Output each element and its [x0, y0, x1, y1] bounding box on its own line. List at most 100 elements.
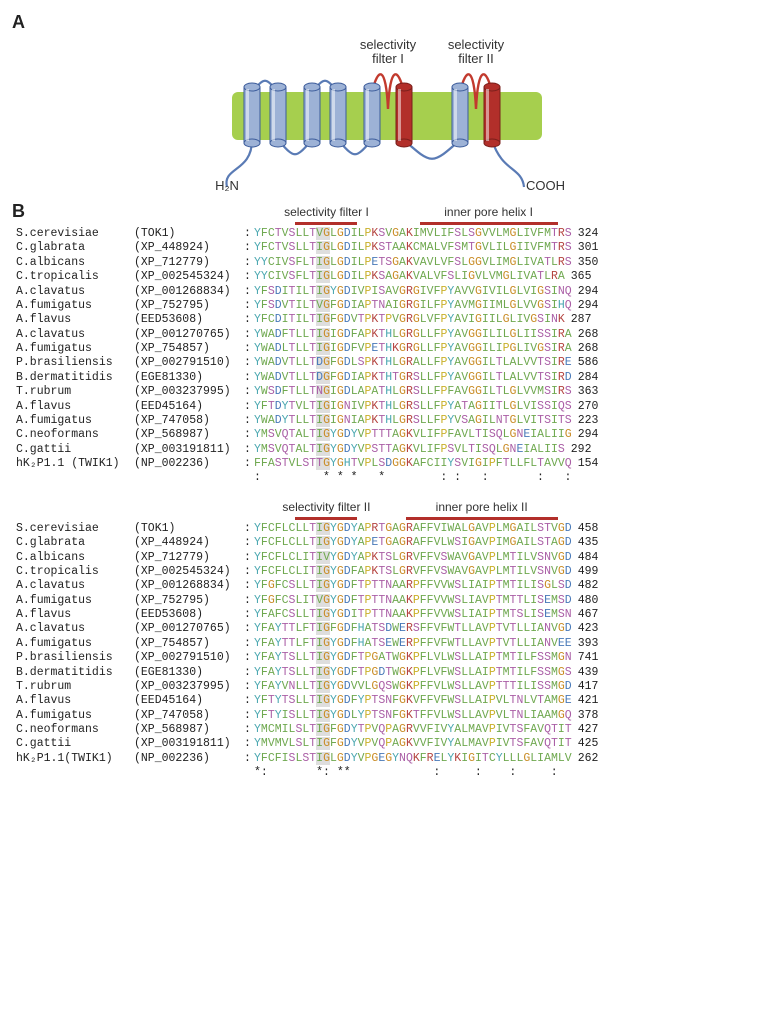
alignment-row: hK₂P1.1 (TWIK1)(NP_002236):FFASTVLSTTGYG… [16, 457, 752, 471]
species-name: P.brasiliensis [16, 651, 134, 665]
region-bar [406, 517, 558, 520]
sequence: YWSDFTLLTNGIGDLAPATHLGRSLLFPFAVGGILTLGLV… [252, 385, 572, 399]
sequence: YFAYTTLFTIGFGDFHATSDWERSFFVFWTLLAVPTVTLL… [252, 622, 572, 636]
accession: (XP_003191811) [134, 737, 244, 751]
species-name: A.flavus [16, 400, 134, 414]
position: 223 [572, 414, 599, 428]
position: 484 [572, 551, 599, 565]
alignment-row: C.tropicalis(XP_002545324):YYCIVSFLTIGLG… [16, 270, 752, 284]
accession: (XP_002545324) [134, 270, 244, 284]
accession: (XP_752795) [134, 594, 244, 608]
alignment-row: S.cerevisiae(TOK1):YFCTVSLLTVGLGDILPKSVG… [16, 227, 752, 241]
alignment-row: A.clavatus(XP_001270765):YFAYTTLFTIGFGDF… [16, 622, 752, 636]
position: 586 [572, 356, 599, 370]
position: 480 [572, 594, 599, 608]
species-name: S.cerevisiae [16, 227, 134, 241]
accession: (XP_002791510) [134, 356, 244, 370]
position: 482 [572, 579, 599, 593]
sequence: YFAYTTLFTIGYGDFHATSEWERPFFVFWTLLAVPTVTLL… [252, 637, 572, 651]
region-bar [295, 222, 357, 225]
alignment-row: T.rubrum(XP_003237995):YFAYVNLLTIGYGDVVL… [16, 680, 752, 694]
position: 270 [572, 400, 599, 414]
position: 287 [565, 313, 592, 327]
alignment-row: A.fumigatus(XP_754857):YFAYTTLFTIGYGDFHA… [16, 637, 752, 651]
sequence: YFGFCSLLTIGYGDFTPTTNAARPFFVVWSLIAIPTMTIL… [252, 579, 572, 593]
species-name: A.clavatus [16, 579, 134, 593]
sequence: YFTYTSLLTIGYGDFYPTSNFGKVFFVFWSLLAIPVLTNL… [252, 694, 572, 708]
species-name: C.glabrata [16, 241, 134, 255]
alignment-row: A.flavus(EED53608):YFCDITILTIGFGDVTPKTPV… [16, 313, 752, 327]
region-bar [295, 517, 357, 520]
sequence: YWADYTLLTIGIGNIAPKTHLGRSLLFPYVSAGILNTGLV… [252, 414, 572, 428]
position: 427 [572, 723, 599, 737]
sequence: YFSDVTILTVGFGDIAPTNAIGRGILFPYAVMGIIMLGLV… [252, 299, 572, 313]
alignment-row: C.albicans(XP_712779):YYCIVSFLTIGLGDILPE… [16, 256, 752, 270]
species-name: B.dermatitidis [16, 666, 134, 680]
species-name: A.fumigatus [16, 342, 134, 356]
accession: (XP_448924) [134, 241, 244, 255]
alignment-row: A.fumigatus(XP_754857):YWADLTLLTIGIGDFVP… [16, 342, 752, 356]
conservation-row: xxx*: *: ** : : : : [16, 766, 752, 780]
alignment-row: P.brasiliensis(XP_002791510):YFAYTSLLTIG… [16, 651, 752, 665]
accession: (XP_568987) [134, 723, 244, 737]
accession: (EED53608) [134, 608, 244, 622]
region-bar [420, 222, 558, 225]
position: 363 [572, 385, 599, 399]
alignment-row: C.gattii(XP_003191811):YMSVQTALTIGYGDYVP… [16, 443, 752, 457]
species-name: A.fumigatus [16, 299, 134, 313]
alignment-row: B.dermatitidis(EGE81330):YFAYTSLLTIGYGDF… [16, 666, 752, 680]
alignment-row: C.neoformans(XP_568987):YMCMILSLTIGFGDYT… [16, 723, 752, 737]
sequence: YWADVTLLTDGFGDLSPKTHLGRALLFPYAVGGILTLALV… [252, 356, 572, 370]
svg-text:selectivity: selectivity [448, 37, 505, 52]
position: 268 [572, 328, 599, 342]
sequence: YMCMILSLTIGFGDYTPVQPAGRVVFIVYALMAVPIVTSF… [252, 723, 572, 737]
position: 365 [565, 270, 592, 284]
position: 294 [572, 428, 599, 442]
accession: (XP_002791510) [134, 651, 244, 665]
sequence: YFAFCSLLTIGYGDITPTTNAAKPFFVVWSLIAIPTMTSL… [252, 608, 572, 622]
alignment-row: T.rubrum(XP_003237995):YWSDFTLLTNGIGDLAP… [16, 385, 752, 399]
accession: (XP_002545324) [134, 565, 244, 579]
position: 467 [572, 608, 599, 622]
accession: (TOK1) [134, 227, 244, 241]
alignment-panel: selectivity filter Iinner pore helix IS.… [12, 205, 752, 781]
alignment-row: P.brasiliensis(XP_002791510):YWADVTLLTDG… [16, 356, 752, 370]
species-name: A.fumigatus [16, 414, 134, 428]
panel-a-diagram: selectivityfilter Iselectivityfilter IIH… [12, 37, 752, 195]
position: 378 [572, 709, 599, 723]
alignment-row: A.fumigatus(XP_747058):YFTYISLLTIGYGDLYP… [16, 709, 752, 723]
accession: (XP_001270765) [134, 622, 244, 636]
species-name: B.dermatitidis [16, 371, 134, 385]
alignment-row: C.glabrata(XP_448924):YFCTVSLLTIGLGDILPK… [16, 241, 752, 255]
alignment-row: A.clavatus(XP_001270765):YWADFTLLTIGIGDF… [16, 328, 752, 342]
conservation-row: xxx: * * * * : : : : : [16, 471, 752, 485]
svg-text:selectivity: selectivity [360, 37, 417, 52]
species-name: A.fumigatus [16, 637, 134, 651]
region-label: selectivity filter I [284, 205, 369, 219]
accession: (XP_001268834) [134, 579, 244, 593]
accession: (NP_002236) [134, 752, 244, 766]
svg-text:COOH: COOH [526, 178, 565, 192]
accession: (EED45164) [134, 400, 244, 414]
sequence: YFCTVSLLTIGLGDILPKSTAAKCMALVFSMTGVLILGII… [252, 241, 572, 255]
svg-text:filter I: filter I [372, 51, 404, 66]
alignment-row: A.flavus(EED45164):YFTDYTVLTIGIGNIVPKTHL… [16, 400, 752, 414]
alignment-row: A.flavus(EED45164):YFTYTSLLTIGYGDFYPTSNF… [16, 694, 752, 708]
accession: (XP_747058) [134, 414, 244, 428]
accession: (XP_003191811) [134, 443, 244, 457]
sequence: YFCFLCLITIVYGDYAPKTSLGRVFFVSWAVGAVPLMTIL… [252, 551, 572, 565]
position: 292 [565, 443, 592, 457]
sequence: YFSDITILTIGYGDIVPISAVGRGIVFPYAVVGIVILGLV… [252, 285, 572, 299]
alignment-row: A.fumigatus(XP_752795):YFGFCSLITVGYGDFTP… [16, 594, 752, 608]
region-label: inner pore helix II [436, 500, 528, 514]
accession: (XP_003237995) [134, 385, 244, 399]
species-name: A.fumigatus [16, 594, 134, 608]
accession: (TOK1) [134, 522, 244, 536]
species-name: C.gattii [16, 737, 134, 751]
alignment-row: A.clavatus(XP_001268834):YFSDITILTIGYGDI… [16, 285, 752, 299]
sequence: YMSVQTALTIGYGDYVPTTTAGKVLIFPFAVLTISQLGNE… [252, 428, 572, 442]
alignment-row: C.tropicalis(XP_002545324):YFCFLCLITIGYG… [16, 565, 752, 579]
sequence: YMSVQTALTIGYGDYVPSTTAGKVLIFPSVLTISQLGNEI… [252, 443, 565, 457]
sequence: YWADLTLLTIGIGDFVPETHKGRGLLFPYAVGGILIPGLI… [252, 342, 572, 356]
sequence: YFAYTSLLTIGYGDFTPGATWGKPFLVLWSLLAIPTMTIL… [252, 651, 572, 665]
